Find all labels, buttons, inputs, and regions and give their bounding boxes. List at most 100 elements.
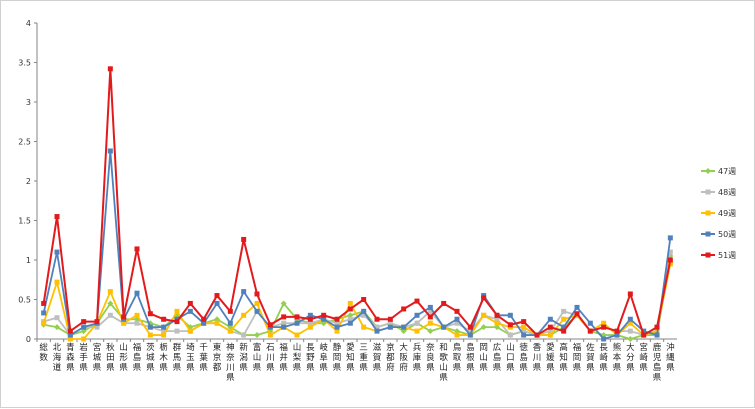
data-point <box>334 316 340 322</box>
x-tick-label: 宮崎県 <box>639 342 648 373</box>
x-tick-label: 奈良県 <box>426 342 435 373</box>
data-point <box>54 249 60 255</box>
data-point <box>521 328 527 334</box>
data-point <box>441 324 447 330</box>
data-point <box>507 322 513 328</box>
data-point <box>480 324 487 331</box>
data-point <box>41 320 47 326</box>
data-point <box>574 304 580 310</box>
x-tick-label: 佐賀県 <box>586 342 595 373</box>
data-point <box>547 332 553 338</box>
data-point <box>667 249 673 255</box>
legend-marker <box>705 168 711 174</box>
legend-label: 51週 <box>718 251 736 260</box>
x-tick-label: 宮城県 <box>93 342 102 373</box>
data-point <box>427 304 433 310</box>
data-point <box>627 336 634 342</box>
y-tick-label: 4 <box>26 19 31 28</box>
data-point <box>494 320 500 326</box>
data-point <box>467 332 473 338</box>
data-point <box>174 319 180 325</box>
y-tick-label: 0 <box>26 335 31 344</box>
data-point <box>561 328 567 334</box>
data-point <box>67 336 73 342</box>
legend-label: 49週 <box>718 209 736 218</box>
data-point <box>454 320 460 326</box>
data-point <box>454 332 460 338</box>
data-point <box>561 316 567 322</box>
data-point <box>654 324 660 330</box>
y-tick-label: 0.5 <box>18 296 31 305</box>
data-point <box>54 214 60 220</box>
x-tick-label: 三重県 <box>359 343 368 373</box>
data-point <box>254 332 260 339</box>
x-tick-label: 石川県 <box>266 343 275 373</box>
x-tick-label: 富山県 <box>253 342 262 373</box>
data-point <box>401 324 407 330</box>
data-point <box>187 300 193 306</box>
data-point <box>494 316 500 322</box>
x-tick-label: 埼玉県 <box>186 342 195 373</box>
x-tick-label: 広島県 <box>493 342 502 373</box>
x-tick-label: 長野県 <box>306 343 315 373</box>
data-point <box>254 291 260 297</box>
data-point <box>54 324 60 331</box>
data-point <box>307 312 313 318</box>
x-tick-label: 大阪府 <box>399 342 408 373</box>
data-point <box>414 320 420 326</box>
y-tick-label: 2.5 <box>18 138 31 147</box>
data-point <box>547 324 553 330</box>
data-point <box>547 328 553 334</box>
data-point <box>161 328 167 334</box>
data-point <box>254 300 260 306</box>
data-point <box>454 308 460 314</box>
data-point <box>427 320 433 326</box>
data-point <box>627 320 633 326</box>
x-tick-label: 神奈川県 <box>226 342 235 383</box>
data-point <box>641 328 647 334</box>
data-point <box>494 312 500 318</box>
data-point <box>161 324 167 330</box>
x-tick-label: 茨城県 <box>146 342 155 373</box>
data-point <box>361 324 367 330</box>
legend-marker <box>705 252 711 258</box>
data-point <box>67 328 73 334</box>
data-point <box>201 320 207 326</box>
data-point <box>601 336 607 342</box>
data-point <box>481 312 487 318</box>
data-point <box>614 332 620 338</box>
data-point <box>241 332 247 338</box>
x-tick-label: 鳥取県 <box>453 342 462 373</box>
data-point <box>241 289 247 295</box>
data-point <box>54 315 60 321</box>
data-point <box>294 320 300 326</box>
x-tick-label: 千葉県 <box>199 342 208 373</box>
data-point <box>107 289 113 295</box>
data-point <box>214 320 220 326</box>
x-tick-label: 和歌山県 <box>439 343 448 383</box>
data-point <box>414 312 420 318</box>
data-point <box>347 300 353 306</box>
data-point <box>294 332 300 338</box>
y-tick-label: 2 <box>26 177 31 186</box>
y-tick-label: 3 <box>26 98 31 107</box>
data-point <box>627 328 633 334</box>
data-point <box>81 324 87 330</box>
x-tick-label: 山梨県 <box>293 342 302 373</box>
data-point <box>401 306 407 312</box>
data-point <box>107 66 113 72</box>
series-line <box>42 150 672 340</box>
x-tick-label: 兵庫県 <box>413 342 422 373</box>
legend-label: 50週 <box>718 230 736 239</box>
data-point <box>227 308 233 314</box>
data-point <box>427 314 433 320</box>
data-point <box>41 300 47 306</box>
data-point <box>641 332 647 338</box>
data-point <box>347 316 353 322</box>
data-point <box>81 336 87 342</box>
data-point <box>387 320 393 326</box>
series-line <box>42 263 672 340</box>
x-tick-label: 愛知県 <box>346 342 355 373</box>
data-point <box>107 300 114 307</box>
